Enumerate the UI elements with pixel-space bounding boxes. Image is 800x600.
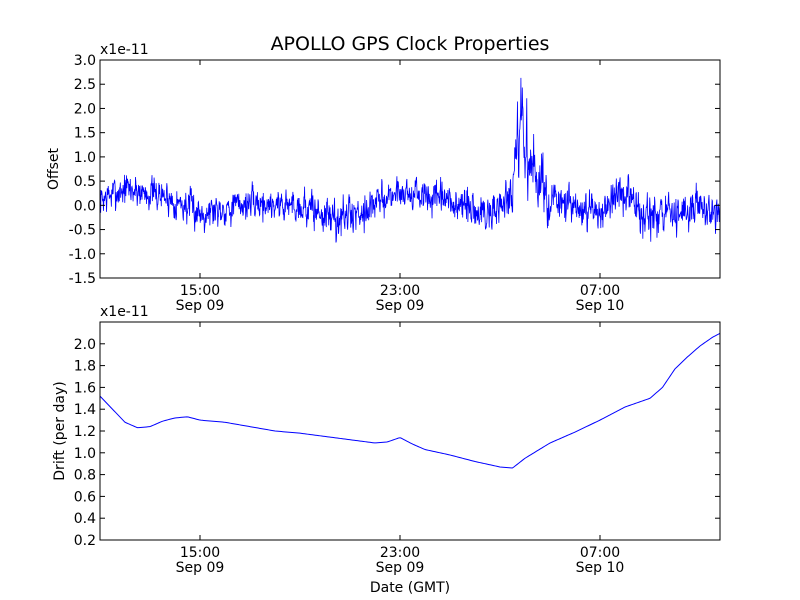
series-line-drift [100, 332, 720, 469]
y-axis-label: Offset [46, 147, 62, 190]
x-tick-time-label: 15:00 [180, 545, 220, 561]
y-tick-label: 1.2 [74, 424, 96, 440]
y-offset-text: x1e-11 [100, 304, 149, 320]
y-tick-label: 0.8 [74, 468, 96, 484]
y-tick-label: 0.2 [74, 533, 96, 549]
x-tick-date-label: Sep 10 [576, 298, 625, 314]
chart-title: APOLLO GPS Clock Properties [271, 33, 550, 55]
series-line-offset [100, 77, 720, 243]
x-tick-time-label: 23:00 [380, 283, 420, 299]
y-tick-label: 1.6 [74, 380, 96, 396]
y-tick-label: 0.6 [74, 489, 96, 505]
x-tick-time-label: 15:00 [180, 283, 220, 299]
y-tick-label: 0.0 [74, 198, 96, 214]
x-tick-time-label: 23:00 [380, 545, 420, 561]
y-tick-label: 2.0 [74, 337, 96, 353]
y-tick-label: -1.0 [69, 247, 96, 263]
x-tick-date-label: Sep 09 [376, 298, 425, 314]
y-tick-label: 3.0 [74, 53, 96, 69]
y-tick-label: 1.0 [74, 446, 96, 462]
x-tick-date-label: Sep 09 [176, 298, 225, 314]
y-tick-label: 2.0 [74, 101, 96, 117]
y-axis-label: Drift (per day) [52, 381, 68, 480]
y-tick-label: 1.4 [74, 402, 96, 418]
y-tick-label: -1.5 [69, 271, 96, 287]
x-axis-label: Date (GMT) [370, 580, 450, 596]
x-tick-date-label: Sep 10 [576, 560, 625, 576]
axes-frame-2 [99, 321, 721, 541]
x-tick-date-label: Sep 09 [376, 560, 425, 576]
x-tick-time-label: 07:00 [580, 545, 620, 561]
y-tick-label: -0.5 [69, 223, 96, 239]
y-tick-label: 0.5 [74, 174, 96, 190]
y-tick-label: 1.8 [74, 359, 96, 375]
x-tick-time-label: 07:00 [580, 283, 620, 299]
x-tick-date-label: Sep 09 [176, 560, 225, 576]
y-tick-label: 0.4 [74, 511, 96, 527]
axes-frame-1 [99, 59, 721, 279]
y-tick-label: 2.5 [74, 77, 96, 93]
y-tick-label: 1.0 [74, 150, 96, 166]
y-tick-label: 1.5 [74, 126, 96, 142]
y-offset-text: x1e-11 [100, 42, 149, 58]
